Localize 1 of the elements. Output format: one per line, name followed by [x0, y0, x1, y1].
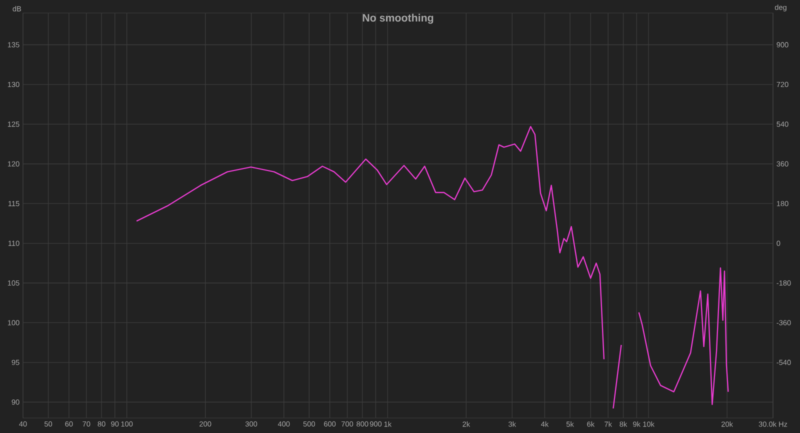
chart-title: No smoothing	[362, 14, 434, 24]
